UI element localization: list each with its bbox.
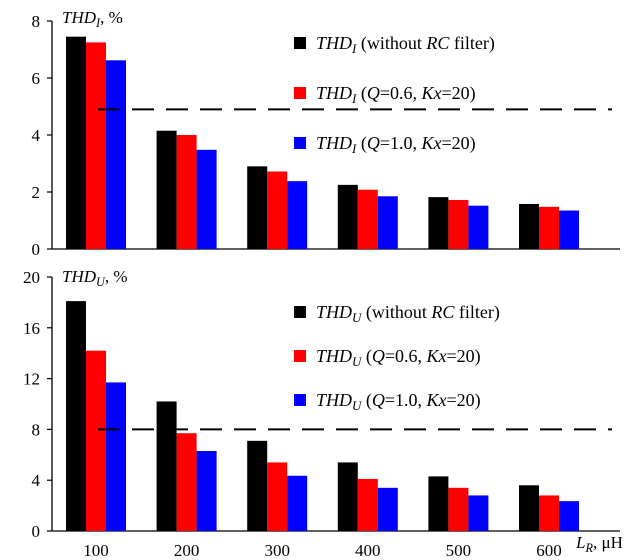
bar-2-100: [86, 42, 106, 249]
y-tick-label: 4: [32, 471, 41, 490]
legend-label: THDI (Q=0.6, Kx=20): [316, 83, 476, 106]
legend-swatch: [294, 394, 306, 406]
bar-2-300: [267, 462, 287, 531]
y-tick-label: 16: [23, 319, 40, 338]
bar-1-400: [338, 185, 358, 249]
bar-1-600: [519, 485, 539, 531]
bar-3-300: [287, 476, 307, 531]
bar-2-200: [177, 135, 197, 249]
bar-3-200: [197, 150, 217, 249]
legend-swatch: [294, 37, 306, 49]
legend-label: THDU (Q=1.0, Kx=20): [316, 390, 481, 413]
x-axis-label: LR, μH: [575, 533, 623, 555]
legend-label: THDU (without RC filter): [316, 302, 500, 325]
legend-label: THDI (Q=1.0, Kx=20): [316, 133, 476, 156]
bar-3-500: [468, 206, 488, 249]
bar-3-200: [197, 451, 217, 531]
bar-1-400: [338, 462, 358, 531]
bar-2-300: [267, 171, 287, 249]
bar-2-500: [448, 200, 468, 249]
bar-1-500: [428, 197, 448, 249]
x-tick-label: 300: [264, 541, 290, 560]
y-tick-label: 8: [32, 12, 41, 31]
bar-3-600: [559, 501, 579, 531]
bar-1-100: [66, 37, 86, 249]
bar-1-600: [519, 204, 539, 249]
y-tick-label: 8: [32, 420, 41, 439]
x-tick-label: 400: [355, 541, 381, 560]
y-tick-label: 0: [32, 522, 41, 541]
legend-label: THDU (Q=0.6, Kx=20): [316, 346, 481, 369]
bar-1-100: [66, 301, 86, 531]
bar-1-200: [157, 401, 177, 531]
bar-2-200: [177, 433, 197, 531]
legend-swatch: [294, 350, 306, 362]
bar-2-600: [539, 207, 559, 249]
bar-3-100: [106, 382, 126, 531]
bar-2-100: [86, 351, 106, 531]
bar-3-400: [378, 196, 398, 249]
bar-1-300: [247, 166, 267, 249]
chart-panel-2: 0 4 8 12 16 20 THDU, % THDU (without RC filter)…: [23, 267, 623, 560]
bar-2-500: [448, 488, 468, 531]
legend-swatch: [294, 87, 306, 99]
bar-1-500: [428, 476, 448, 531]
legend-swatch: [294, 306, 306, 318]
y-tick-label: 20: [23, 268, 40, 287]
y-tick-label: 0: [32, 240, 41, 259]
y-axis-label: THDI, %: [62, 8, 123, 30]
y-tick-label: 12: [23, 370, 40, 389]
legend-swatch: [294, 137, 306, 149]
y-tick-label: 4: [32, 126, 41, 145]
bar-3-600: [559, 211, 579, 249]
bar-3-100: [106, 60, 126, 249]
x-tick-label: 200: [174, 541, 200, 560]
bar-2-400: [358, 479, 378, 531]
bar-3-500: [468, 495, 488, 531]
x-tick-label: 600: [536, 541, 562, 560]
bar-2-400: [358, 190, 378, 249]
x-tick-label: 500: [446, 541, 472, 560]
bar-1-300: [247, 441, 267, 531]
y-tick-label: 2: [32, 183, 41, 202]
legend-label: THDI (without RC filter): [316, 33, 495, 56]
x-tick-label: 100: [83, 541, 109, 560]
y-axis-label: THDU, %: [62, 267, 128, 289]
bar-1-200: [157, 131, 177, 249]
bar-3-400: [378, 488, 398, 531]
chart-panel-1: 0 2 4 6 8 THDI, % THDI (without RC filter) THDI…: [32, 8, 621, 259]
bar-2-600: [539, 495, 559, 531]
y-tick-label: 6: [32, 69, 41, 88]
bar-3-300: [287, 181, 307, 249]
